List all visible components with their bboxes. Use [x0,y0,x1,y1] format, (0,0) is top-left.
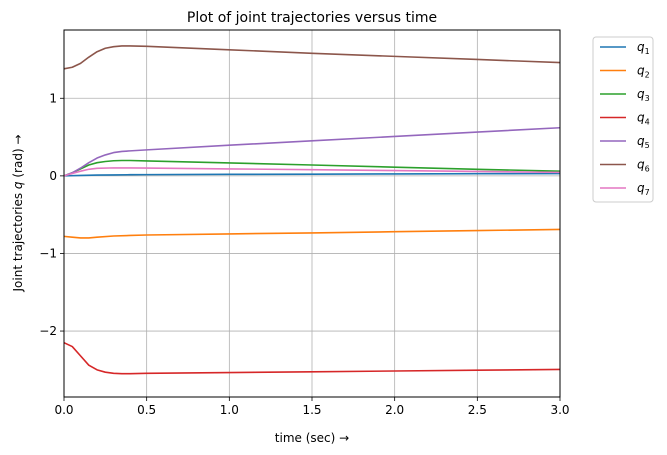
y-tick-label: −2 [39,324,57,338]
legend-label-subscript: 1 [645,47,650,56]
x-axis-label: time (sec) → [275,431,349,445]
legend-label-var: q [637,111,645,125]
legend-label-var: q [637,158,645,172]
series-line-q1 [63,172,561,177]
y-axis-label-suffix: (rad) → [11,135,25,182]
y-axis-label: Joint trajectories q (rad) → [11,135,25,293]
legend-label-var: q [637,134,645,148]
series-line-q2 [63,228,561,239]
legend-label-subscript: 2 [645,71,650,80]
legend-label-subscript: 4 [645,118,650,127]
legend-label-var: q [637,87,645,101]
legend-label-var: q [637,40,645,54]
legend-label-q7: q7 [637,181,650,197]
series-line-q3 [63,159,561,177]
chart-title: Plot of joint trajectories versus time [187,10,437,26]
series-line-q7 [63,167,561,177]
legend-label-var: q [637,64,645,78]
y-tick-label: 0 [49,169,57,183]
legend-label-q4: q4 [637,111,650,127]
x-tick-label: 2.5 [468,403,487,417]
x-tick-label: 3.0 [550,403,569,417]
plot-area [63,45,561,375]
legend-label-subscript: 3 [645,94,650,103]
y-tick-label: −1 [39,246,57,260]
legend-label-subscript: 7 [645,188,650,197]
y-axis-ticks: −2 −1 0 1 [39,91,64,338]
x-axis-ticks: 0.0 0.5 1.0 1.5 2.0 2.5 3.0 [54,397,570,417]
legend-box [592,36,654,203]
legend-label-q3: q3 [637,87,650,103]
legend-label-q5: q5 [637,134,650,150]
legend-label-var: q [637,181,645,195]
series-line-q4 [63,341,561,375]
series-line-q5 [63,126,561,177]
x-tick-label: 1.5 [302,403,321,417]
x-tick-label: 0.0 [54,403,73,417]
legend-label-q1: q1 [637,40,650,56]
y-axis-label-var: q [11,181,25,189]
legend-label-q2: q2 [637,64,650,80]
x-tick-label: 1.0 [220,403,239,417]
legend-label-subscript: 6 [645,165,650,174]
y-tick-label: 1 [49,91,57,105]
x-tick-label: 2.0 [385,403,404,417]
legend-label-q6: q6 [637,158,650,174]
x-tick-label: 0.5 [137,403,156,417]
legend-label-subscript: 5 [645,141,650,150]
y-axis-label-prefix: Joint trajectories [11,189,25,292]
series-line-q6 [63,45,561,70]
